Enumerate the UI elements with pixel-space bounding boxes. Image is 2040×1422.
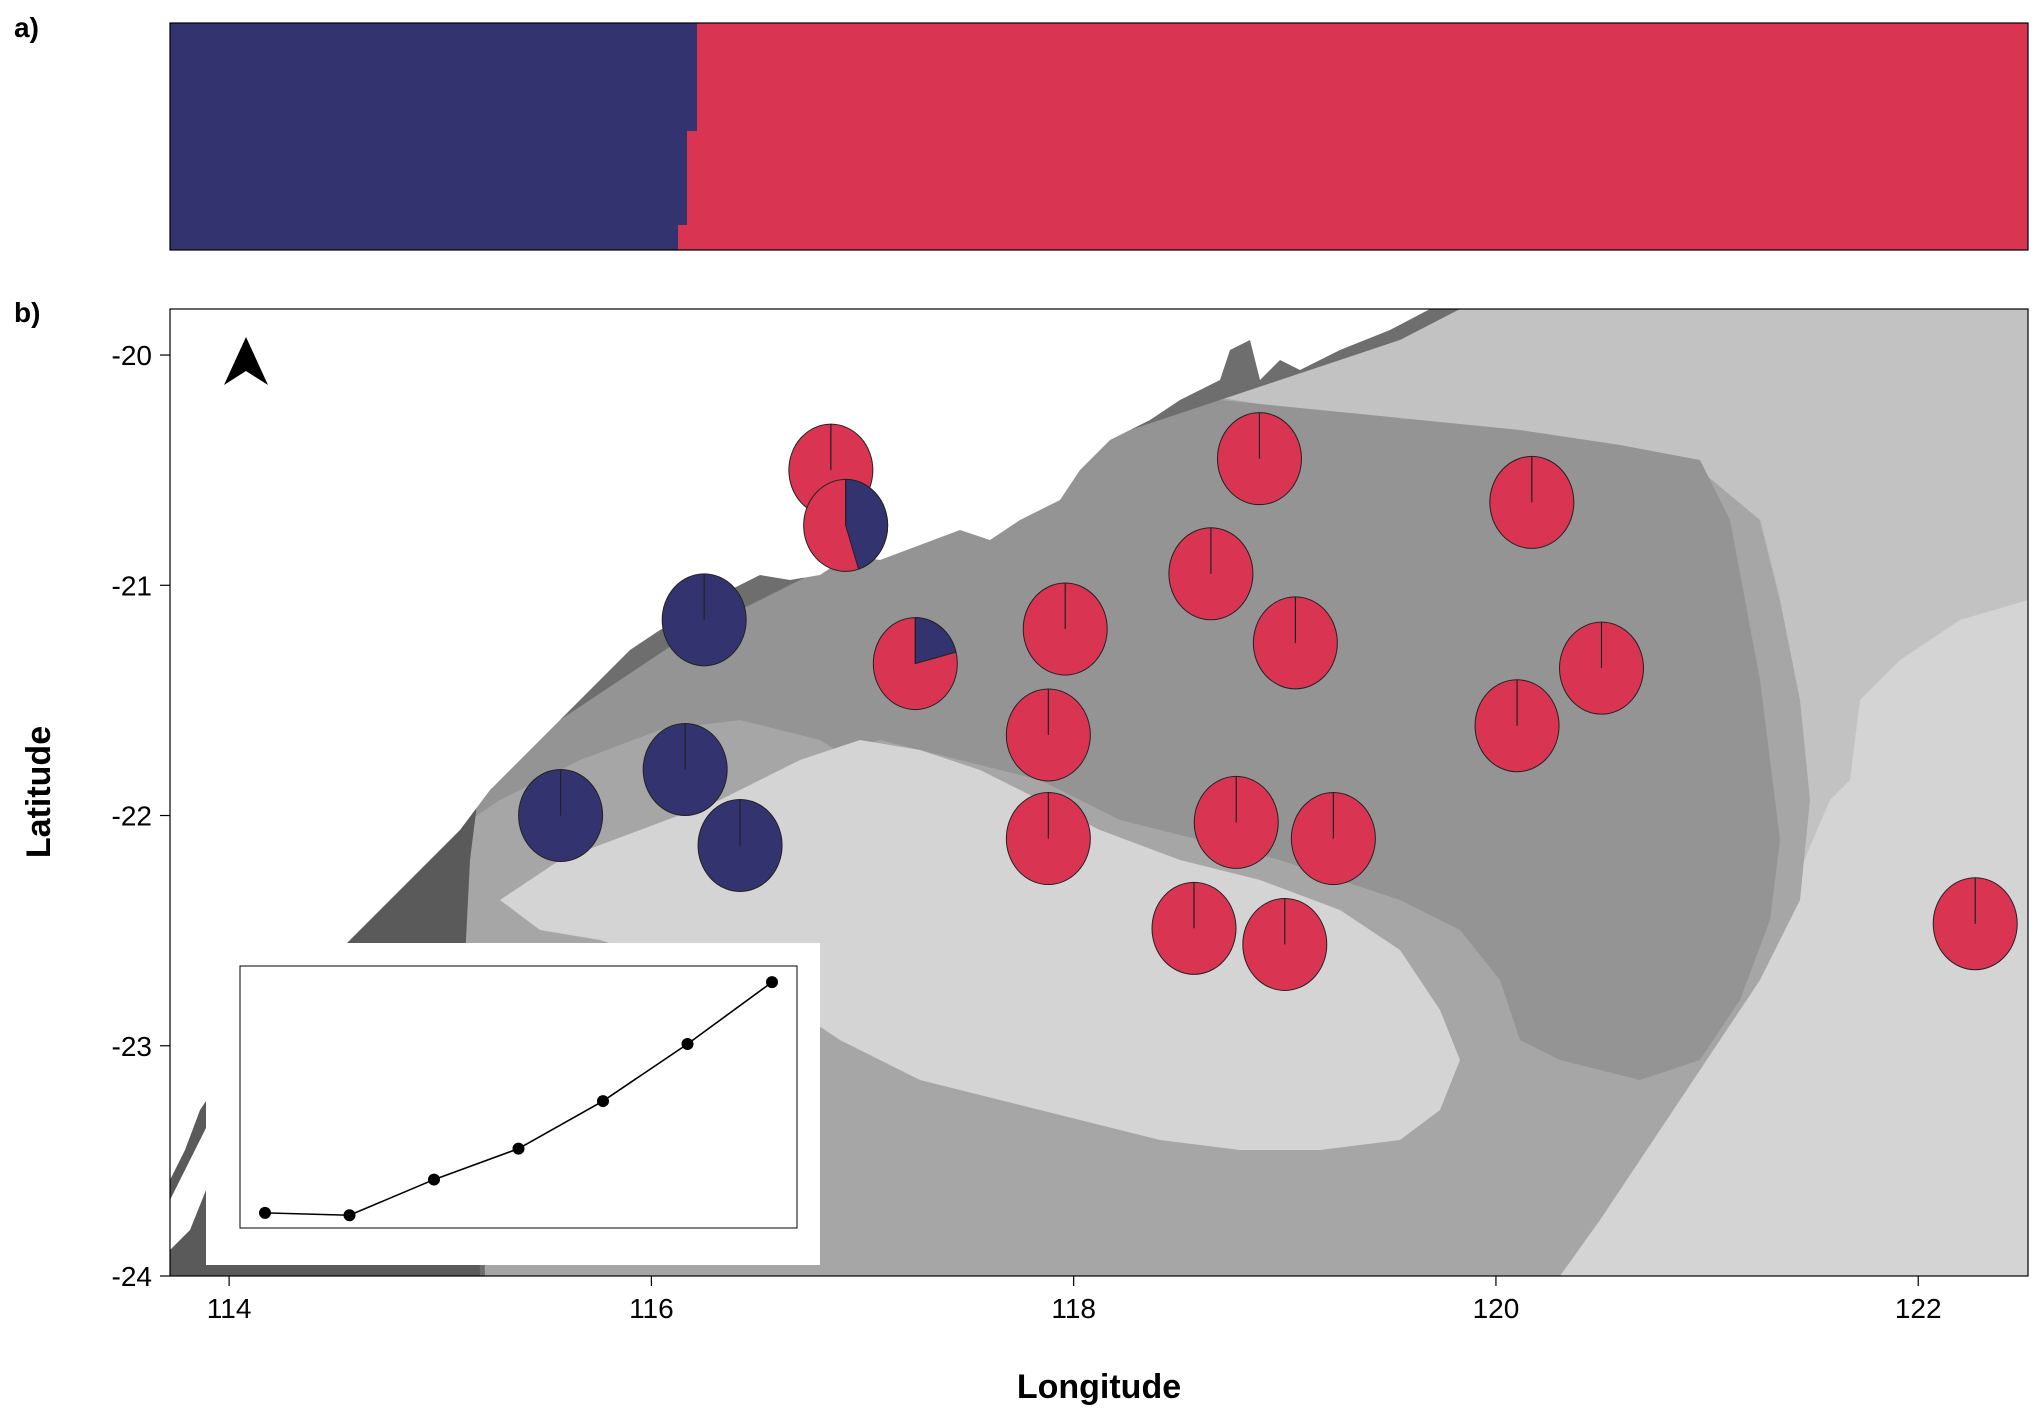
inset-point: [766, 976, 778, 989]
y-tick-label: -24: [112, 1261, 152, 1292]
site-pie: [661, 573, 747, 667]
site-pie: [1474, 679, 1560, 773]
structure-barplot: [169, 22, 2029, 251]
site-pie: [1290, 792, 1376, 886]
site-pies: [518, 412, 2018, 991]
site-pie: [642, 722, 728, 816]
panel-a-label: a): [14, 12, 39, 43]
pie-slice-blue: [845, 478, 889, 570]
y-axis-title: Latitude: [20, 726, 58, 858]
site-pie: [1932, 877, 2018, 971]
site-pie: [1559, 621, 1645, 715]
structure-frame: [169, 22, 2029, 251]
y-tick-label: -22: [112, 801, 152, 832]
depth-deep-area: [1480, 600, 2028, 1276]
site-pie: [1005, 688, 1091, 782]
site-pie: [1193, 775, 1279, 869]
y-axis: -20 -21 -22 -23 -24: [112, 340, 170, 1292]
x-tick-label: 122: [1895, 1293, 1942, 1324]
site-pie: [518, 769, 604, 863]
north-arrow-icon: [224, 337, 268, 385]
site-pie: [1022, 582, 1108, 676]
inset-background: [206, 943, 820, 1265]
map-frame: [169, 308, 2029, 1277]
site-pie: [1151, 881, 1237, 975]
x-tick-label: 120: [1473, 1293, 1520, 1324]
structure-blue-cluster: [170, 23, 697, 250]
inset-plot: [206, 943, 820, 1265]
peninsula: [170, 770, 300, 1250]
panel-b-label: b): [14, 297, 40, 328]
inset-point: [428, 1173, 440, 1186]
x-axis: 114 116 118 120 122: [207, 1276, 1942, 1324]
inset-point: [512, 1142, 525, 1155]
inset-point: [343, 1209, 356, 1222]
y-tick-label: -21: [112, 570, 152, 601]
site-pie: [1168, 527, 1254, 621]
x-tick-label: 116: [629, 1293, 674, 1324]
y-tick-label: -20: [112, 340, 152, 371]
inset-point: [597, 1095, 609, 1108]
pie-slice-blue: [914, 617, 957, 665]
site-pie: [803, 478, 889, 572]
inset-frame: [239, 965, 798, 1229]
inset-point: [259, 1206, 271, 1219]
y-tick-label: -23: [112, 1031, 152, 1062]
site-pie: [872, 617, 958, 711]
site-pie: [697, 798, 783, 892]
map-panel: 114 116 118 120 122 -20 -21 -22 -23 -24 Longitud…: [20, 308, 2029, 1406]
site-pie: [1216, 412, 1302, 506]
x-axis-title: Longitude: [1017, 1368, 1181, 1406]
inset-point: [681, 1037, 694, 1050]
x-tick-label: 114: [207, 1293, 252, 1324]
island: [515, 505, 542, 555]
x-tick-label: 118: [1051, 1293, 1096, 1324]
land-mass: [170, 309, 1430, 1180]
site-pie: [1005, 792, 1091, 886]
inset-line-series: [259, 976, 778, 1222]
site-pie: [1252, 596, 1338, 690]
site-pie: [1489, 455, 1575, 549]
site-pie: [1242, 897, 1328, 991]
